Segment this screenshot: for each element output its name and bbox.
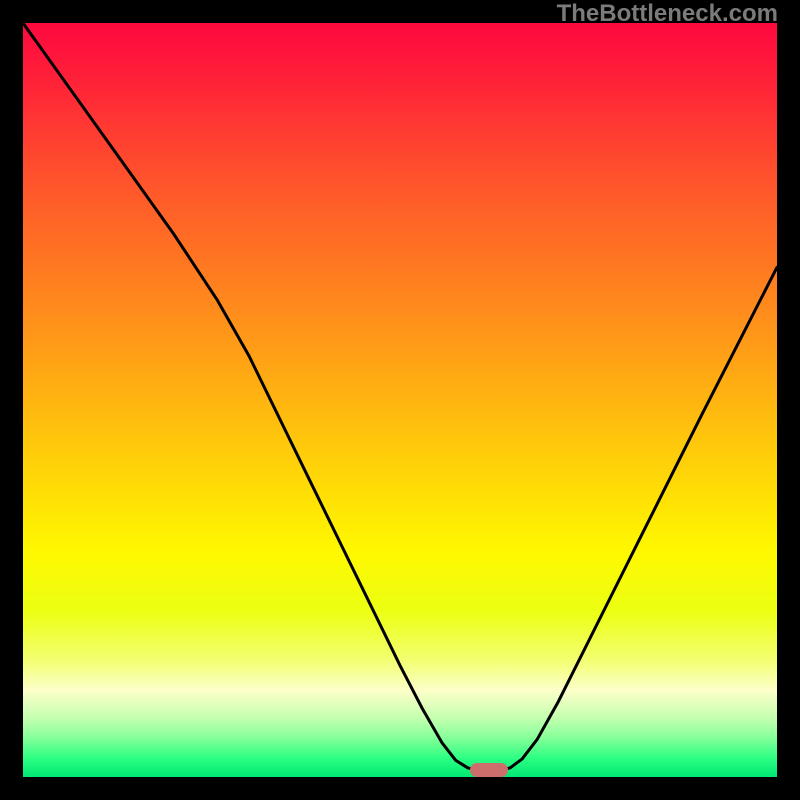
bottleneck-curve [23, 23, 777, 777]
watermark-text: TheBottleneck.com [557, 0, 778, 28]
plot-area [23, 23, 777, 777]
chart-container: TheBottleneck.com [0, 0, 800, 800]
optimum-marker [470, 763, 508, 777]
